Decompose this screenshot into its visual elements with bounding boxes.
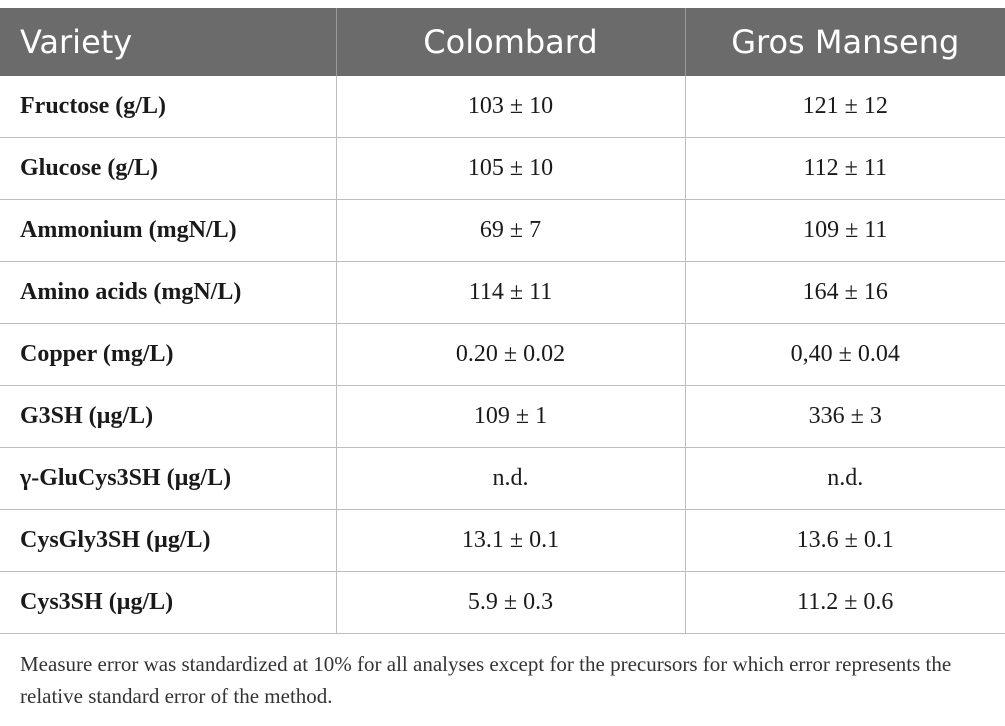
row-label: Copper (mg/L) xyxy=(0,323,337,386)
table-row: Fructose (g/L) 103 ± 10 121 ± 12 xyxy=(0,76,1005,138)
row-label: Fructose (g/L) xyxy=(0,76,337,138)
cell-colombard: 0.20 ± 0.02 xyxy=(336,323,686,386)
composition-table: Variety Colombard Gros Manseng Fructose … xyxy=(0,8,1005,634)
cell-gros-manseng: 11.2 ± 0.6 xyxy=(685,571,1005,634)
header-row: Variety Colombard Gros Manseng xyxy=(0,8,1005,76)
cell-gros-manseng: 0,40 ± 0.04 xyxy=(685,323,1005,386)
row-label: Glucose (g/L) xyxy=(0,137,337,200)
header-variety: Variety xyxy=(0,8,337,76)
header-colombard: Colombard xyxy=(336,8,686,76)
table-row: G3SH (µg/L) 109 ± 1 336 ± 3 xyxy=(0,385,1005,448)
cell-gros-manseng: 109 ± 11 xyxy=(685,199,1005,262)
cell-gros-manseng: 121 ± 12 xyxy=(685,76,1005,138)
cell-colombard: 109 ± 1 xyxy=(336,385,686,448)
row-label: CysGly3SH (µg/L) xyxy=(0,509,337,572)
cell-colombard: 13.1 ± 0.1 xyxy=(336,509,686,572)
row-label: Cys3SH (µg/L) xyxy=(0,571,337,634)
cell-colombard: 114 ± 11 xyxy=(336,261,686,324)
table-row: Glucose (g/L) 105 ± 10 112 ± 11 xyxy=(0,137,1005,200)
table-footnote: Measure error was standardized at 10% fo… xyxy=(20,652,952,708)
cell-colombard: 105 ± 10 xyxy=(336,137,686,200)
data-table-container: Variety Colombard Gros Manseng Fructose … xyxy=(0,8,1005,634)
table-body: Fructose (g/L) 103 ± 10 121 ± 12 Glucose… xyxy=(0,76,1005,634)
row-label: G3SH (µg/L) xyxy=(0,385,337,448)
cell-colombard: 5.9 ± 0.3 xyxy=(336,571,686,634)
table-row: γ-GluCys3SH (µg/L) n.d. n.d. xyxy=(0,447,1005,510)
table-header: Variety Colombard Gros Manseng xyxy=(0,8,1005,76)
table-row: Copper (mg/L) 0.20 ± 0.02 0,40 ± 0.04 xyxy=(0,323,1005,386)
cell-gros-manseng: 112 ± 11 xyxy=(685,137,1005,200)
row-label: γ-GluCys3SH (µg/L) xyxy=(0,447,337,510)
cell-gros-manseng: n.d. xyxy=(685,447,1005,510)
table-row: Ammonium (mgN/L) 69 ± 7 109 ± 11 xyxy=(0,199,1005,262)
header-gros-manseng: Gros Manseng xyxy=(685,8,1005,76)
row-label: Amino acids (mgN/L) xyxy=(0,261,337,324)
cell-gros-manseng: 336 ± 3 xyxy=(685,385,1005,448)
cell-gros-manseng: 13.6 ± 0.1 xyxy=(685,509,1005,572)
table-row: CysGly3SH (µg/L) 13.1 ± 0.1 13.6 ± 0.1 xyxy=(0,509,1005,572)
cell-colombard: 103 ± 10 xyxy=(336,76,686,138)
cell-colombard: n.d. xyxy=(336,447,686,510)
table-row: Amino acids (mgN/L) 114 ± 11 164 ± 16 xyxy=(0,261,1005,324)
cell-gros-manseng: 164 ± 16 xyxy=(685,261,1005,324)
cell-colombard: 69 ± 7 xyxy=(336,199,686,262)
table-row: Cys3SH (µg/L) 5.9 ± 0.3 11.2 ± 0.6 xyxy=(0,571,1005,634)
row-label: Ammonium (mgN/L) xyxy=(0,199,337,262)
